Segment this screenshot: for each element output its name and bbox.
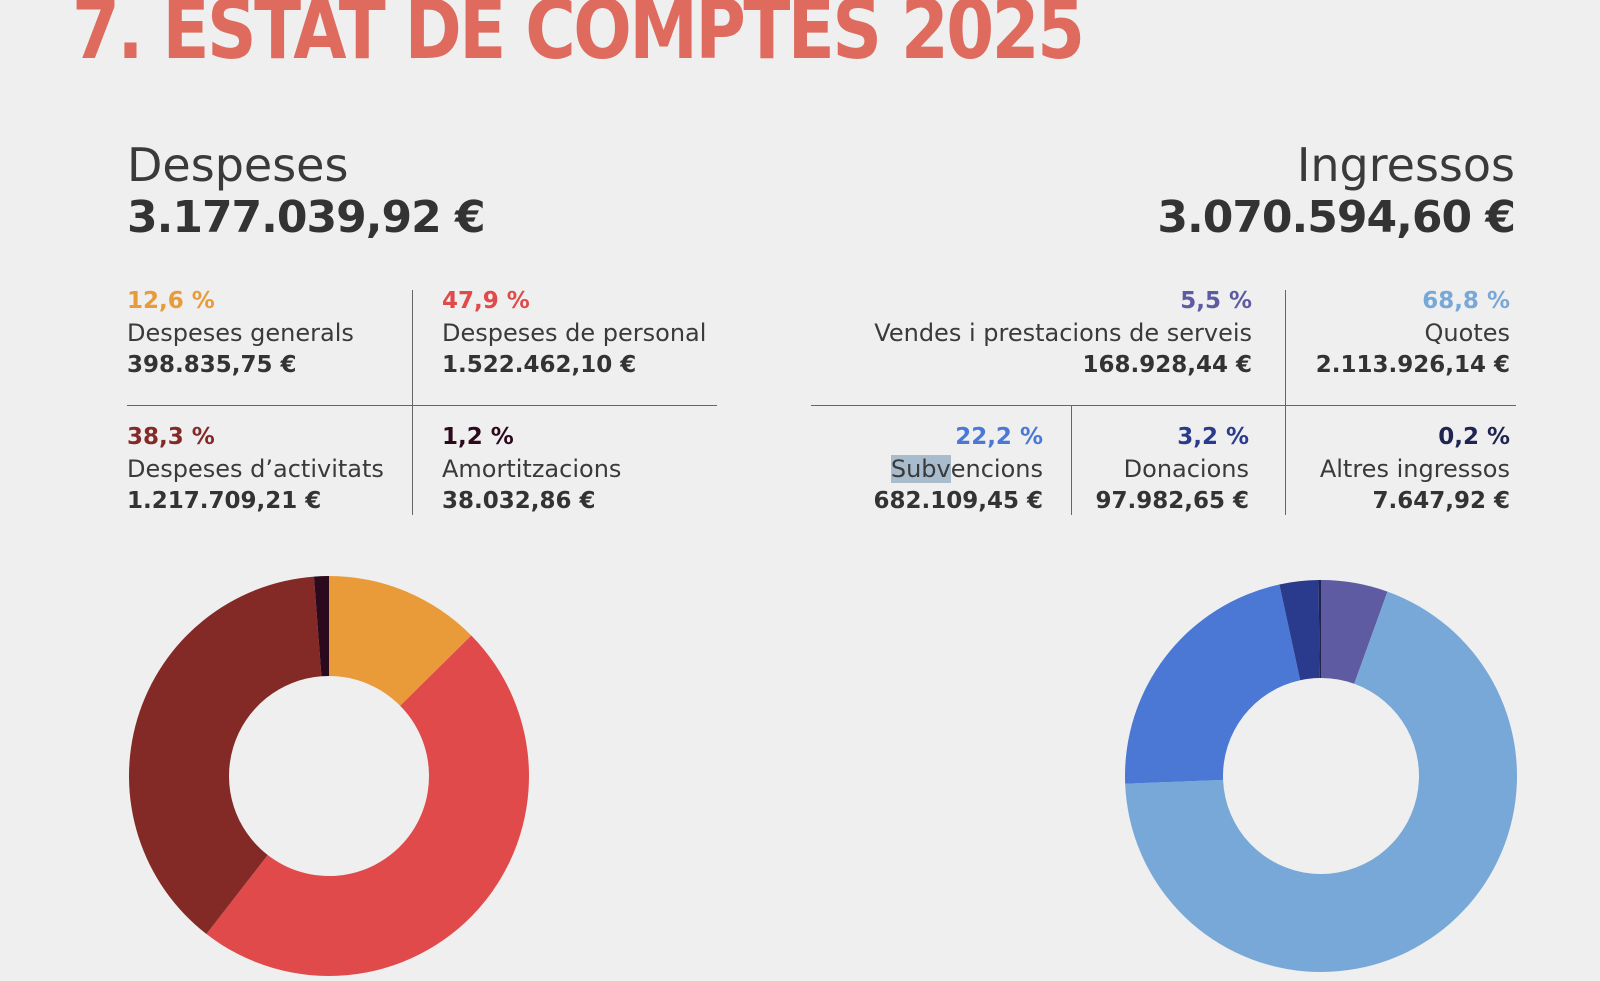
donut-slice-despeses-de-personal — [206, 635, 529, 976]
item-value: 38.032,86 € — [442, 488, 596, 514]
item-pct: 12,6 % — [127, 288, 215, 314]
ingressos-label: Ingressos — [1296, 138, 1515, 192]
item-pct: 22,2 % — [955, 424, 1043, 450]
despeses-grid-hline — [127, 405, 717, 406]
despeses-donut-chart — [128, 576, 529, 976]
donut-slice-despeses-d-activitats — [128, 576, 322, 935]
ingressos-total: 3.070.594,60 € — [1157, 192, 1516, 243]
item-name: Despeses d’activitats — [127, 455, 384, 483]
item-pct: 5,5 % — [1180, 288, 1252, 314]
despeses-item-amortitzacions: 1,2 % Amortitzacions 38.032,86 € — [442, 421, 621, 517]
item-value: 2.113.926,14 € — [1315, 352, 1510, 378]
page-title: 7. ESTAT DE COMPTES 2025 — [72, 0, 1085, 78]
item-value: 7.647,92 € — [1372, 488, 1510, 514]
ingressos-item-vendes: 5,5 % Vendes i prestacions de serveis 16… — [874, 285, 1252, 381]
item-pct: 3,2 % — [1177, 424, 1249, 450]
item-name: Quotes — [1424, 319, 1510, 347]
donut-slice-donacions — [1279, 580, 1320, 681]
item-value: 1.522.462,10 € — [442, 352, 637, 378]
ingressos-item-quotes: 68,8 % Quotes 2.113.926,14 € — [1316, 285, 1510, 381]
item-pct: 68,8 % — [1422, 288, 1510, 314]
donut-slice-vendes-i-prestacions-de-serveis — [1321, 580, 1388, 684]
ingressos-grid-hline — [811, 405, 1516, 406]
ingressos-item-subvencions: 22,2 % Subvencions 682.109,45 € — [873, 421, 1043, 517]
item-name: Subvencions — [890, 455, 1043, 483]
item-pct: 38,3 % — [127, 424, 215, 450]
ingressos-donut-chart — [1125, 580, 1517, 972]
despeses-item-activitats: 38,3 % Despeses d’activitats 1.217.709,2… — [127, 421, 384, 517]
text-selection-highlight: Subv — [890, 455, 951, 483]
item-name: Vendes i prestacions de serveis — [874, 319, 1252, 347]
despeses-item-personal: 47,9 % Despeses de personal 1.522.462,10… — [442, 285, 706, 381]
item-value: 97.982,65 € — [1095, 488, 1249, 514]
item-pct: 1,2 % — [442, 424, 514, 450]
donut-slice-quotes — [1125, 591, 1517, 972]
despeses-total: 3.177.039,92 € — [127, 192, 486, 243]
ingressos-item-donacions: 3,2 % Donacions 97.982,65 € — [1095, 421, 1249, 517]
item-name: Altres ingressos — [1319, 455, 1510, 483]
ingressos-item-altres: 0,2 % Altres ingressos 7.647,92 € — [1320, 421, 1510, 517]
ingressos-grid-vline-mid — [1071, 405, 1072, 515]
item-name: Amortitzacions — [442, 455, 622, 483]
donut-slice-despeses-generals — [329, 576, 472, 706]
item-pct: 47,9 % — [442, 288, 530, 314]
ingressos-grid-vline-right — [1285, 290, 1286, 515]
item-value: 682.109,45 € — [873, 488, 1043, 514]
despeses-label: Despeses — [127, 138, 349, 192]
item-name: Despeses generals — [127, 319, 354, 347]
item-value: 1.217.709,21 € — [127, 488, 322, 514]
donut-slice-subvencions — [1125, 584, 1301, 784]
despeses-item-generals: 12,6 % Despeses generals 398.835,75 € — [127, 285, 354, 381]
item-name: Despeses de personal — [442, 319, 707, 347]
donut-slice-amortitzacions — [313, 576, 329, 677]
despeses-grid-vline — [412, 290, 413, 515]
item-name: Donacions — [1123, 455, 1249, 483]
donut-slice-altres-ingressos — [1318, 580, 1321, 679]
item-pct: 0,2 % — [1438, 424, 1510, 450]
item-value: 398.835,75 € — [127, 352, 297, 378]
item-value: 168.928,44 € — [1082, 352, 1252, 378]
